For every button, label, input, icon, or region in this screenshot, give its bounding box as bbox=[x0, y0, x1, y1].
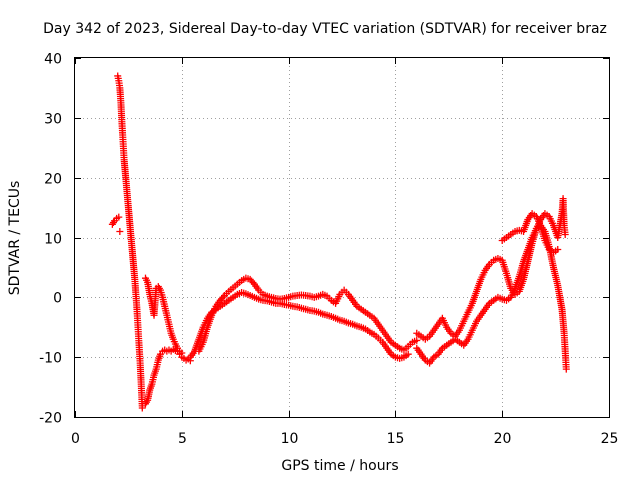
data-point bbox=[138, 404, 146, 412]
x-tick-label: 10 bbox=[281, 431, 299, 447]
data-point bbox=[404, 350, 412, 358]
plot-frame bbox=[74, 57, 610, 418]
axis-ticks: 0 5 10 15 20 25 -20 -10 0 10 20 30 40 bbox=[39, 52, 618, 448]
data-point bbox=[116, 228, 124, 236]
data-point bbox=[554, 245, 562, 253]
y-tick-label: -20 bbox=[39, 411, 62, 427]
y-tick-label: 20 bbox=[44, 172, 62, 188]
data-point bbox=[178, 349, 186, 357]
data-point bbox=[562, 365, 570, 373]
data-point bbox=[561, 231, 569, 239]
data-point bbox=[115, 213, 123, 221]
data-marks bbox=[108, 72, 570, 412]
chart-title: Day 342 of 2023, Sidereal Day-to-day VTE… bbox=[43, 21, 607, 37]
y-tick-label: 10 bbox=[44, 232, 62, 248]
x-tick-label: 20 bbox=[494, 431, 512, 447]
data-point bbox=[413, 336, 421, 344]
y-tick-label: 40 bbox=[44, 52, 62, 68]
data-point bbox=[219, 293, 227, 301]
x-tick-label: 5 bbox=[178, 431, 187, 447]
x-tick-label: 0 bbox=[71, 431, 80, 447]
y-axis-label: SDTVAR / TECUs bbox=[7, 181, 23, 296]
y-tick-label: -10 bbox=[39, 351, 62, 367]
y-tick-label: 30 bbox=[44, 112, 62, 128]
x-axis-label: GPS time / hours bbox=[281, 458, 398, 474]
x-tick-label: 15 bbox=[387, 431, 405, 447]
data-point bbox=[109, 219, 117, 227]
y-tick-label: 0 bbox=[53, 291, 62, 307]
data-point bbox=[249, 279, 257, 287]
x-tick-label: 25 bbox=[601, 431, 619, 447]
